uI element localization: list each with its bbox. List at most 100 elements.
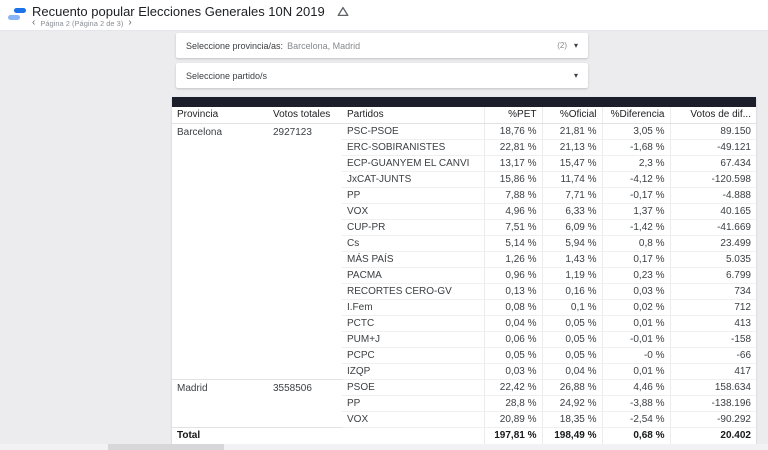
cell-votos-diferencia: 5.035	[669, 251, 756, 268]
filter-provincia-label: Seleccione provincia/as:	[186, 40, 284, 51]
cell-partido: PCTC	[342, 315, 484, 332]
results-table-card: Provincia Votos totales Partidos %PET %O…	[172, 97, 756, 444]
table-row: Cs 5,14 % 5,94 % 0,8 % 23.499	[172, 235, 756, 252]
cell-pet: 0,08 %	[483, 299, 542, 316]
cell-diferencia: 2,3 %	[601, 155, 670, 172]
cell-partido: VOX	[342, 203, 484, 220]
cell-votos-diferencia: -90.292	[669, 411, 756, 428]
cell-votos-diferencia: 417	[669, 363, 756, 380]
cell-pet: 22,42 %	[483, 379, 542, 396]
table-row: I.Fem 0,08 % 0,1 % 0,02 % 712	[172, 299, 756, 316]
prev-page-button[interactable]: ‹	[32, 17, 36, 28]
cell-partido: PUM+J	[342, 331, 484, 348]
cell-votos-diferencia: 89.150	[669, 123, 756, 140]
cell-votos-diferencia: 23.499	[669, 235, 756, 252]
table-row: PCTC 0,04 % 0,05 % 0,01 % 413	[172, 315, 756, 332]
table-row: PACMA 0,96 % 1,19 % 0,23 % 6.799	[172, 267, 756, 284]
cell-partido: PSC-PSOE	[342, 123, 484, 140]
cell-oficial: 21,13 %	[541, 139, 602, 156]
cell-partido: PSOE	[342, 379, 484, 396]
cell-oficial: 5,94 %	[541, 235, 602, 252]
cell-oficial: 6,09 %	[541, 219, 602, 236]
cell-pet: 28,8 %	[483, 395, 542, 412]
cell-partido: PP	[342, 395, 484, 412]
data-studio-logo-icon	[8, 6, 26, 23]
cell-votos-diferencia: 712	[669, 299, 756, 316]
pagination-label: Página 2 (Página 2 de 3)	[40, 18, 124, 28]
cell-diferencia: 0,17 %	[601, 251, 670, 268]
cell-oficial: 0,16 %	[541, 283, 602, 300]
cell-partido: RECORTES CERO-GV	[342, 283, 484, 300]
cell-diferencia: -0,17 %	[601, 187, 670, 204]
cell-partido: Cs	[342, 235, 484, 252]
table-row: PCPC 0,05 % 0,05 % -0 % -66	[172, 347, 756, 364]
cell-pet: 0,96 %	[483, 267, 542, 284]
cell-votos-diferencia: -66	[669, 347, 756, 364]
cell-oficial: 6,33 %	[541, 203, 602, 220]
results-table: Provincia Votos totales Partidos %PET %O…	[172, 107, 756, 444]
drive-triangle-icon[interactable]	[337, 6, 349, 17]
cell-pet: 1,26 %	[483, 251, 542, 268]
cell-votos-diferencia: -4.888	[669, 187, 756, 204]
cell-partido: ECP-GUANYEM EL CANVI	[342, 155, 484, 172]
column-header-votos-diferencia[interactable]: Votos de dif...	[669, 107, 756, 124]
cell-votos-diferencia: -120.598	[669, 171, 756, 188]
filter-provincia-dropdown[interactable]: Seleccione provincia/as: Barcelona, Madr…	[176, 33, 588, 58]
cell-votos-diferencia: 67.434	[669, 155, 756, 172]
cell-oficial: 1,19 %	[541, 267, 602, 284]
filter-partido-label: Seleccione partido/s	[186, 70, 268, 81]
column-header-oficial[interactable]: %Oficial	[541, 107, 602, 124]
table-title-bar	[172, 97, 756, 107]
cell-pet: 5,14 %	[483, 235, 542, 252]
column-header-provincia[interactable]: Provincia	[172, 107, 268, 124]
total-diferencia: 0,68 %	[601, 427, 670, 444]
column-header-votos-totales[interactable]: Votos totales	[268, 107, 342, 124]
column-header-pet[interactable]: %PET	[483, 107, 542, 124]
cell-diferencia: 0,02 %	[601, 299, 670, 316]
table-row: MÁS PAÍS 1,26 % 1,43 % 0,17 % 5.035	[172, 251, 756, 268]
cell-oficial: 0,05 %	[541, 331, 602, 348]
table-row: VOX 20,89 % 18,35 % -2,54 % -90.292	[172, 411, 756, 428]
cell-diferencia: -2,54 %	[601, 411, 670, 428]
cell-oficial: 11,74 %	[541, 171, 602, 188]
filter-partido-dropdown[interactable]: Seleccione partido/s ▾	[176, 63, 588, 88]
cell-diferencia: 4,46 %	[601, 379, 670, 396]
cell-votos-diferencia: -49.121	[669, 139, 756, 156]
cell-diferencia: -1,42 %	[601, 219, 670, 236]
cell-votos-diferencia: 40.165	[669, 203, 756, 220]
cell-oficial: 18,35 %	[541, 411, 602, 428]
app-header: Recuento popular Elecciones Generales 10…	[0, 0, 768, 31]
table-header-row: Provincia Votos totales Partidos %PET %O…	[172, 107, 756, 124]
cell-votos-totales: 3558506	[268, 379, 342, 428]
cell-diferencia: -3,88 %	[601, 395, 670, 412]
table-total-row: Total 197,81 % 198,49 % 0,68 % 20.402	[172, 427, 756, 444]
results-table-body: Barcelona 2927123 PSC-PSOE 18,76 % 21,81 % 3,…	[172, 123, 756, 428]
cell-oficial: 0,05 %	[541, 347, 602, 364]
cell-votos-totales: 2927123	[268, 123, 342, 380]
horizontal-scrollbar-track[interactable]	[0, 444, 768, 450]
cell-oficial: 7,71 %	[541, 187, 602, 204]
cell-oficial: 0,05 %	[541, 315, 602, 332]
cell-votos-diferencia: -138.196	[669, 395, 756, 412]
cell-partido: ERC-SOBIRANISTES	[342, 139, 484, 156]
cell-oficial: 15,47 %	[541, 155, 602, 172]
cell-diferencia: 1,37 %	[601, 203, 670, 220]
chevron-down-icon[interactable]: ▾	[573, 70, 578, 80]
table-row: JxCAT-JUNTS 15,86 % 11,74 % -4,12 % -120.598	[172, 171, 756, 188]
chevron-down-icon[interactable]: ▾	[573, 40, 578, 50]
column-header-diferencia[interactable]: %Diferencia	[601, 107, 670, 124]
column-header-partidos[interactable]: Partidos	[342, 107, 484, 124]
table-row: Barcelona 2927123 PSC-PSOE 18,76 % 21,81 % 3,…	[172, 123, 756, 380]
table-row: VOX 4,96 % 6,33 % 1,37 % 40.165	[172, 203, 756, 220]
cell-partido: CUP-PR	[342, 219, 484, 236]
cell-pet: 0,13 %	[483, 283, 542, 300]
cell-provincia: Barcelona	[172, 123, 268, 380]
horizontal-scrollbar-thumb[interactable]	[108, 444, 224, 450]
cell-diferencia: 0,01 %	[601, 363, 670, 380]
total-pet: 197,81 %	[483, 427, 542, 444]
cell-pet: 0,06 %	[483, 331, 542, 348]
next-page-button[interactable]: ›	[128, 17, 132, 28]
cell-partido: PP	[342, 187, 484, 204]
cell-oficial: 24,92 %	[541, 395, 602, 412]
